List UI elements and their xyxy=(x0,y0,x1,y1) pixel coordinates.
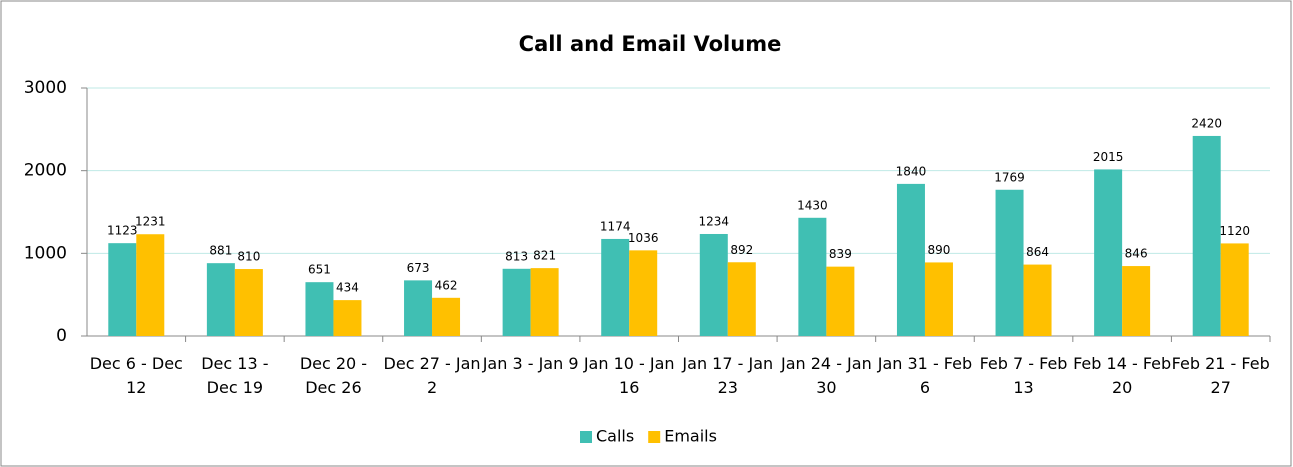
value-label: 1430 xyxy=(797,198,828,212)
value-label: 673 xyxy=(407,261,430,275)
legend-label: Emails xyxy=(664,427,717,446)
y-tick-label: 1000 xyxy=(24,243,67,263)
x-tick-label: Jan 17 - Jan 23 xyxy=(682,354,774,397)
bar xyxy=(924,262,953,336)
bar xyxy=(699,233,728,336)
bar xyxy=(1023,264,1052,336)
x-tick-label: Jan 3 - Jan 9 xyxy=(482,354,579,373)
bar xyxy=(530,268,559,336)
value-label: 881 xyxy=(209,244,232,258)
bar xyxy=(798,217,827,336)
value-label: 864 xyxy=(1026,245,1049,259)
legend-swatch xyxy=(648,431,661,443)
value-label: 892 xyxy=(730,243,753,257)
value-label: 810 xyxy=(237,250,260,264)
bar xyxy=(1220,243,1249,336)
value-label: 846 xyxy=(1125,247,1148,261)
bar xyxy=(234,269,263,336)
value-label: 1120 xyxy=(1219,224,1250,238)
bar xyxy=(1192,135,1221,336)
bar xyxy=(601,238,630,336)
x-tick-label: Jan 10 - Jan 16 xyxy=(583,354,675,397)
bar xyxy=(826,266,855,336)
legend-swatch xyxy=(580,431,592,443)
bar xyxy=(995,189,1024,336)
value-label: 1840 xyxy=(896,164,927,178)
bar xyxy=(136,234,165,336)
chart-title: Call and Email Volume xyxy=(519,32,782,56)
x-tick-label: Dec 20 - Dec 26 xyxy=(299,354,368,397)
value-label: 1036 xyxy=(628,231,659,245)
value-label: 1174 xyxy=(600,219,631,233)
x-tick-label: Feb 7 - Feb 13 xyxy=(979,354,1068,397)
value-label: 462 xyxy=(435,278,458,292)
y-tick-label: 3000 xyxy=(24,78,67,98)
x-tick-label: Dec 6 - Dec 12 xyxy=(89,354,183,397)
value-label: 2015 xyxy=(1093,150,1124,164)
bar xyxy=(333,300,362,336)
bar xyxy=(727,262,756,336)
bar xyxy=(896,183,925,336)
x-tick-label: Feb 21 - Feb 27 xyxy=(1171,354,1270,397)
value-label: 1769 xyxy=(994,170,1025,184)
bar xyxy=(1122,266,1151,336)
bar xyxy=(502,268,531,336)
bar xyxy=(206,263,235,336)
bar xyxy=(108,243,137,336)
value-label: 434 xyxy=(336,281,359,295)
value-label: 813 xyxy=(505,249,528,263)
y-tick-label: 2000 xyxy=(24,161,67,181)
x-tick-label: Feb 14 - Feb 20 xyxy=(1073,354,1172,397)
x-tick-label: Dec 13 - Dec 19 xyxy=(201,354,269,397)
bar xyxy=(1094,169,1123,336)
value-label: 2420 xyxy=(1191,116,1222,130)
bar xyxy=(629,250,658,336)
x-tick-label: Jan 24 - Jan 30 xyxy=(781,354,872,397)
bar xyxy=(305,282,334,336)
x-tick-label: Dec 27 - Jan 2 xyxy=(383,354,481,397)
value-label: 1234 xyxy=(699,214,730,228)
value-label: 1123 xyxy=(107,224,138,238)
value-label: 890 xyxy=(928,243,951,257)
x-tick-label: Jan 31 - Feb 6 xyxy=(877,354,973,397)
value-label: 651 xyxy=(308,263,331,277)
value-label: 1231 xyxy=(135,215,166,229)
y-tick-label: 0 xyxy=(56,326,67,346)
bar xyxy=(404,280,433,336)
legend-label: Calls xyxy=(596,427,634,446)
value-label: 821 xyxy=(533,249,556,263)
value-label: 839 xyxy=(829,247,852,261)
bar xyxy=(432,297,461,336)
